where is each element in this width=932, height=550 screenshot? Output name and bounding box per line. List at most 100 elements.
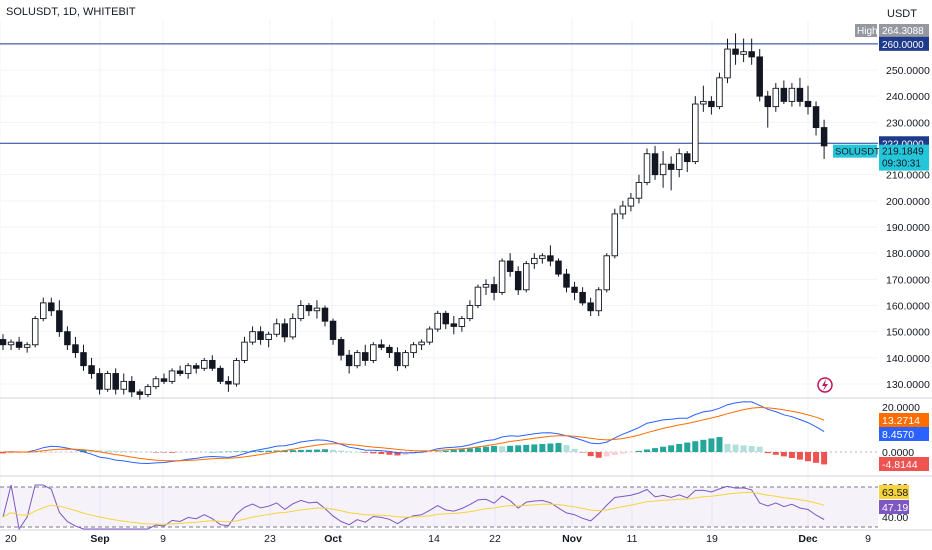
candle-body xyxy=(595,289,602,312)
macd-histogram-bar xyxy=(539,443,546,452)
macd-histogram-bar xyxy=(491,445,498,452)
candle-body xyxy=(120,380,127,390)
candle-body xyxy=(418,341,425,346)
macd-value-badge xyxy=(879,413,929,427)
macd-histogram-bar xyxy=(386,452,393,455)
time-axis-label: Nov xyxy=(562,533,582,545)
candle-body xyxy=(426,328,433,343)
candle-body xyxy=(88,365,95,374)
candle-body xyxy=(297,305,305,320)
candle-body xyxy=(217,367,224,382)
candle-body xyxy=(724,48,731,79)
macd-histogram-bar xyxy=(724,443,731,452)
macd-histogram-bar xyxy=(80,449,87,452)
price-tick-label: 210.0000 xyxy=(886,170,930,182)
candle-body xyxy=(96,373,103,390)
macd-histogram-bar xyxy=(64,452,71,453)
candle-body xyxy=(756,56,763,97)
time-axis-label: 14 xyxy=(428,533,440,545)
macd-histogram-bar xyxy=(740,445,747,452)
candle-body xyxy=(579,291,586,304)
macd-histogram-bar xyxy=(346,451,353,452)
time-axis-label: 19 xyxy=(706,533,718,545)
candle-body xyxy=(442,312,450,325)
macd-value-badge xyxy=(879,427,929,441)
macd-axis-label: -4.8144 xyxy=(882,459,918,471)
macd-histogram-bar xyxy=(169,452,176,453)
candle-body xyxy=(659,163,667,176)
macd-histogram-bar xyxy=(161,452,167,453)
candle-body xyxy=(313,307,321,312)
candle-body xyxy=(490,284,498,293)
macd-histogram-bar xyxy=(281,450,288,452)
candle-body xyxy=(434,312,441,330)
time-axis-label: 9 xyxy=(865,533,871,545)
candle-body xyxy=(692,103,699,163)
candle-body xyxy=(450,323,458,327)
currency-label: USDT xyxy=(887,8,917,20)
symbol-badge xyxy=(833,144,877,158)
macd-histogram-bar xyxy=(732,444,739,452)
candle-body xyxy=(329,320,337,340)
macd-histogram-bar xyxy=(201,452,208,453)
time-axis-label: Oct xyxy=(324,533,342,545)
candle-body xyxy=(474,286,482,306)
rsi-line xyxy=(2,484,825,531)
high-badge xyxy=(855,24,877,37)
macd-histogram-bar xyxy=(378,452,385,455)
candle-body xyxy=(362,352,369,361)
candle-body xyxy=(136,391,144,395)
macd-histogram-bar xyxy=(265,450,272,452)
macd-histogram-bar xyxy=(813,452,820,463)
candle-body xyxy=(627,197,635,207)
macd-histogram-bar xyxy=(547,443,554,452)
time-axis-label: Dec xyxy=(798,533,817,545)
macd-histogram-bar xyxy=(289,450,296,452)
candle-body xyxy=(764,95,772,108)
macd-histogram-bar xyxy=(48,452,55,453)
lightning-icon xyxy=(822,379,828,391)
candle-body xyxy=(603,255,611,291)
candle-body xyxy=(112,373,119,390)
macd-histogram-bar xyxy=(338,450,345,452)
candle-body xyxy=(410,344,417,354)
candle-body xyxy=(241,341,248,361)
macd-axis-label: 13.2714 xyxy=(882,415,920,427)
candle-body xyxy=(7,341,15,346)
candle-body xyxy=(394,352,401,367)
candle-body xyxy=(168,370,176,382)
macd-histogram-bar xyxy=(676,443,683,452)
candle-body xyxy=(514,271,522,291)
macd-histogram-bar xyxy=(652,448,659,452)
candle-body xyxy=(506,260,514,272)
candle-body xyxy=(539,255,546,259)
macd-histogram-bar xyxy=(128,451,135,452)
time-axis-label: 22 xyxy=(489,533,501,545)
candle-body xyxy=(273,323,280,335)
macd-histogram-bar xyxy=(209,451,216,453)
macd-histogram-bar xyxy=(32,452,39,453)
candle-body xyxy=(635,182,643,199)
macd-histogram-bar xyxy=(8,452,15,454)
candle-body xyxy=(498,260,506,293)
macd-histogram-bar xyxy=(0,452,6,454)
candle-body xyxy=(531,257,538,265)
macd-histogram-bar xyxy=(434,451,441,453)
macd-histogram-bar xyxy=(692,441,699,452)
macd-histogram-bar xyxy=(748,446,755,452)
candle-body xyxy=(305,305,313,312)
candle-body xyxy=(684,153,691,163)
macd-histogram-bar xyxy=(136,451,143,453)
macd-histogram-bar xyxy=(442,450,449,452)
macd-histogram-bar xyxy=(805,452,811,462)
candle-body xyxy=(788,87,796,102)
candle-body xyxy=(200,360,208,369)
candle-body xyxy=(748,51,755,58)
last-price-badge xyxy=(879,144,929,171)
candle-body xyxy=(40,302,47,320)
candle-body xyxy=(31,318,39,346)
macd-histogram-bar xyxy=(217,451,224,453)
candle-body xyxy=(780,87,788,102)
price-tick-label: 180.0000 xyxy=(886,248,930,260)
